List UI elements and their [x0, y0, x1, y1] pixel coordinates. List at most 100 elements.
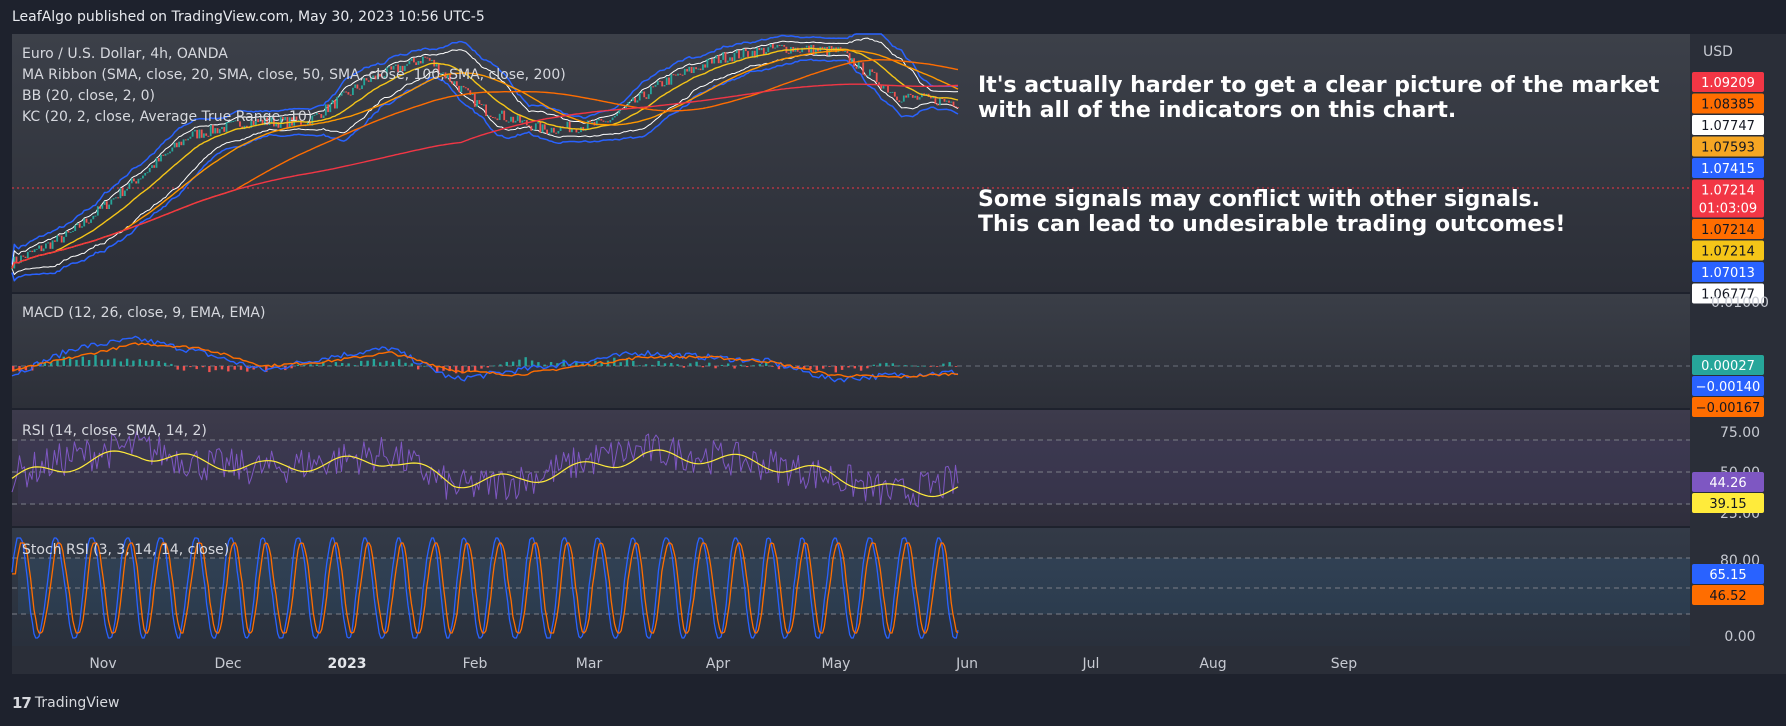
candle — [760, 47, 763, 51]
candle — [462, 85, 465, 88]
candle — [385, 67, 388, 77]
macd-histogram-bar — [625, 358, 629, 366]
bb-legend[interactable]: BB (20, close, 2, 0) — [22, 88, 155, 104]
macd-histogram-bar — [328, 365, 331, 367]
macd-histogram-bar — [904, 365, 907, 366]
candle — [78, 223, 81, 228]
candle — [347, 92, 350, 95]
candle — [729, 57, 731, 61]
macd-axis-tag: 0.00027 — [1701, 359, 1755, 374]
candle — [492, 117, 494, 118]
stoch-legend[interactable]: Stoch RSI (3, 3, 14, 14, close) — [22, 542, 229, 558]
candle — [577, 132, 580, 134]
candle — [343, 91, 345, 93]
candle — [72, 230, 74, 232]
candle — [839, 47, 842, 49]
candle — [56, 235, 59, 242]
macd-histogram-bar — [391, 361, 395, 366]
candle — [187, 138, 189, 141]
candle — [665, 77, 668, 85]
candle — [345, 91, 347, 93]
rsi-legend[interactable]: RSI (14, close, SMA, 14, 2) — [22, 423, 207, 439]
candle — [591, 121, 594, 123]
candle — [198, 129, 201, 139]
candle — [20, 255, 22, 263]
candle — [24, 256, 27, 258]
candle — [505, 120, 508, 122]
candle — [916, 95, 919, 100]
candle — [35, 248, 38, 250]
candle — [318, 113, 320, 115]
x-tick-aug: Aug — [1199, 656, 1226, 672]
candle — [164, 153, 167, 156]
price-pane[interactable] — [12, 34, 1690, 292]
chart-area[interactable]: Euro / U.S. Dollar, 4h, OANDA MA Ribbon … — [0, 0, 1786, 690]
macd-histogram-bar — [708, 362, 711, 366]
candle — [40, 245, 43, 252]
time-axis[interactable] — [12, 646, 1690, 674]
macd-histogram-bar — [157, 361, 160, 366]
stoch-series — [11, 537, 959, 639]
candle — [498, 113, 501, 120]
candle — [735, 50, 738, 54]
rsi-line — [11, 430, 959, 508]
macd-histogram-bar — [480, 366, 483, 369]
candle — [900, 101, 903, 103]
candle — [873, 71, 876, 73]
macd-histogram-bar — [739, 364, 743, 366]
macd-histogram-bar — [56, 360, 59, 366]
candle — [907, 93, 910, 98]
candle — [279, 117, 282, 128]
candle — [216, 128, 219, 134]
price-series — [11, 33, 959, 282]
macd-histogram-bar — [334, 362, 338, 366]
price-axis-tag-bg — [1692, 158, 1764, 178]
macd-legend[interactable]: MACD (12, 26, close, 9, EMA, EMA) — [22, 305, 265, 321]
candle — [363, 78, 366, 86]
candle — [117, 197, 119, 199]
candle — [184, 139, 187, 141]
candle — [449, 74, 451, 82]
macd-histogram-bar — [119, 361, 122, 366]
candle — [275, 122, 278, 127]
candle — [659, 80, 661, 82]
candle — [625, 105, 627, 109]
symbol-legend[interactable]: Euro / U.S. Dollar, 4h, OANDA — [22, 46, 228, 62]
candle — [683, 68, 686, 75]
candle — [774, 47, 776, 49]
candle — [848, 53, 851, 63]
candle — [227, 122, 230, 123]
candle — [733, 53, 736, 62]
candle — [334, 100, 336, 109]
stoch-pane[interactable] — [12, 528, 1690, 646]
candle — [595, 120, 598, 126]
candle — [541, 124, 544, 133]
kc-legend[interactable]: KC (20, 2, close, Average True Range, 10… — [22, 109, 312, 125]
candle — [277, 122, 280, 128]
macd-histogram-bar — [353, 365, 357, 366]
kc-upper-line — [11, 33, 959, 265]
price-axis-tag: 1.07747 — [1701, 119, 1755, 134]
macd-pane[interactable] — [12, 294, 1690, 408]
candle — [814, 47, 817, 56]
candle — [726, 60, 729, 63]
macd-histogram-bar — [758, 364, 762, 366]
tradingview-logo[interactable]: 17 TradingView — [12, 694, 119, 712]
candle — [338, 95, 341, 97]
candle — [936, 103, 939, 106]
candle — [643, 91, 646, 98]
candle — [654, 84, 657, 87]
candle — [695, 67, 697, 70]
candle — [376, 73, 379, 80]
price-axis-tag-bg — [1692, 136, 1764, 157]
macd-histogram-bar — [81, 356, 84, 366]
candle — [182, 139, 185, 146]
x-tick-jul: Jul — [1082, 656, 1100, 672]
candle — [406, 64, 408, 66]
ma-50-line — [11, 49, 959, 269]
macd-histogram-bar — [727, 363, 730, 366]
candle — [383, 76, 386, 79]
candle — [126, 188, 128, 191]
candle — [245, 125, 248, 128]
ma-ribbon-legend[interactable]: MA Ribbon (SMA, close, 20, SMA, close, 5… — [22, 67, 566, 83]
